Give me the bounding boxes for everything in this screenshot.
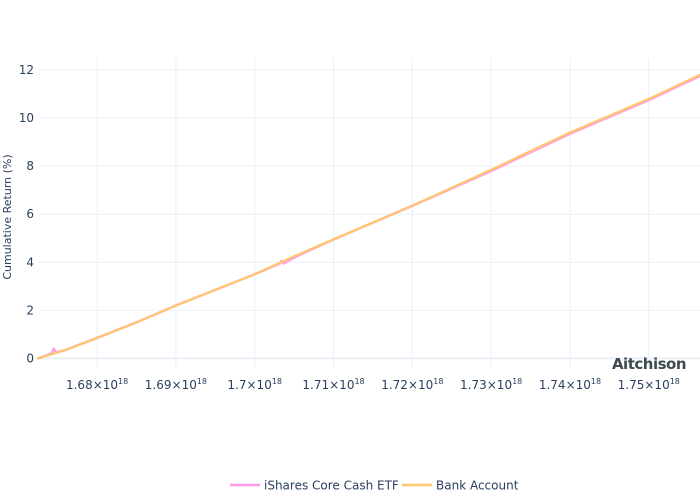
- legend-item[interactable]: Bank Account: [402, 479, 519, 493]
- x-tick-mantissa: 1.74: [539, 378, 566, 392]
- y-tick-label: 0: [26, 351, 34, 365]
- x-tick-label: 1.68×1018: [66, 377, 128, 392]
- x-tick-times-sign: ×10: [487, 378, 512, 392]
- x-tick-exponent: 18: [433, 377, 443, 386]
- y-tick-label: 2: [26, 303, 34, 317]
- x-tick-label: 1.69×1018: [145, 377, 207, 392]
- x-tick-mantissa: 1.71: [302, 378, 329, 392]
- legend-label: iShares Core Cash ETF: [264, 479, 399, 493]
- x-tick-label: 1.74×1018: [539, 377, 601, 392]
- x-tick-times-sign: ×10: [247, 378, 272, 392]
- y-tick-labels: 0 2 4 6 8 10 12: [19, 63, 34, 365]
- watermark-logo: Aitchison: [612, 355, 686, 373]
- x-tick-times-sign: ×10: [566, 378, 591, 392]
- y-tick-label: 6: [26, 207, 34, 221]
- x-tick-times-sign: ×10: [644, 378, 669, 392]
- x-tick-label: 1.72×1018: [381, 377, 443, 392]
- x-tick-exponent: 18: [354, 377, 364, 386]
- x-tick-exponent: 18: [272, 377, 282, 386]
- x-tick-label: 1.7×1018: [227, 377, 282, 392]
- x-tick-times-sign: ×10: [329, 378, 354, 392]
- legend[interactable]: iShares Core Cash ETF Bank Account: [230, 479, 519, 493]
- x-tick-times-sign: ×10: [93, 378, 118, 392]
- y-tick-label: 10: [19, 111, 34, 125]
- x-tick-exponent: 18: [512, 377, 522, 386]
- x-tick-times-sign: ×10: [172, 378, 197, 392]
- series-lines: [36, 73, 700, 360]
- x-tick-mantissa: 1.7: [227, 378, 246, 392]
- y-axis-title: Cumulative Return (%): [1, 154, 14, 279]
- x-tick-exponent: 18: [118, 377, 128, 386]
- x-tick-mantissa: 1.75: [618, 378, 645, 392]
- legend-item[interactable]: iShares Core Cash ETF: [230, 479, 399, 493]
- x-tick-exponent: 18: [591, 377, 601, 386]
- y-tick-label: 4: [26, 255, 34, 269]
- y-tick-label: 12: [19, 63, 34, 77]
- legend-label: Bank Account: [436, 479, 519, 493]
- x-tick-times-sign: ×10: [408, 378, 433, 392]
- x-tick-mantissa: 1.68: [66, 378, 93, 392]
- y-tick-label: 8: [26, 159, 34, 173]
- x-tick-label: 1.71×1018: [302, 377, 364, 392]
- x-tick-label: 1.73×1018: [460, 377, 522, 392]
- series-line-bank-account: [36, 73, 700, 360]
- x-tick-exponent: 18: [197, 377, 207, 386]
- x-tick-mantissa: 1.69: [145, 378, 172, 392]
- x-tick-mantissa: 1.73: [460, 378, 487, 392]
- x-tick-mantissa: 1.72: [381, 378, 408, 392]
- x-tick-label: 1.75×1018: [618, 377, 680, 392]
- x-tick-exponent: 18: [670, 377, 680, 386]
- x-tick-labels: 1.68×1018 1.69×1018 1.7×1018 1.71×1018 1.72×…: [66, 377, 680, 392]
- grid-lines: [38, 58, 700, 368]
